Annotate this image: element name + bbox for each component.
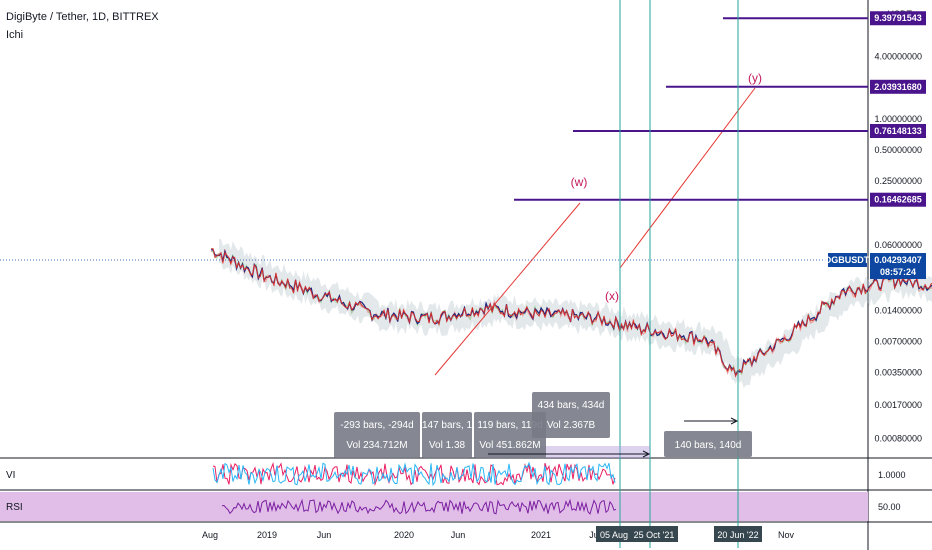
measure-bars-label: 140 bars, 140d (675, 440, 742, 451)
time-tick: Ju (589, 530, 599, 540)
measure-vol-label: Vol 2.367B (547, 420, 596, 431)
symbol-tag (828, 253, 867, 268)
rsi-line (221, 498, 617, 515)
price-axis[interactable]: USDT16.000000004.000000001.000000000.500… (825, 0, 926, 444)
price-tag (870, 79, 926, 94)
vi-line (212, 461, 616, 487)
wave-labels: (w) (x) (y) (571, 71, 762, 303)
price-tag-value: 2.03931680 (874, 82, 922, 92)
time-tick: Jun (451, 530, 466, 540)
price-line (211, 249, 932, 377)
price-tag-value: 0.76148133 (874, 126, 922, 136)
time-tag (630, 526, 678, 542)
current-price-tag (870, 253, 926, 280)
price-tag-value: 0.16462685 (874, 195, 922, 205)
price-tag-value: 9.39791543 (874, 13, 922, 23)
measure-box (532, 392, 610, 438)
wave-label: (y) (748, 71, 762, 85)
wave-line-w (434, 202, 581, 376)
time-tag (714, 526, 762, 542)
price-tick: 1.00000000 (874, 114, 922, 124)
time-tag-label: 20 Jun '22 (717, 530, 758, 540)
price-tick: 4.00000000 (874, 52, 922, 62)
measure-vol-label: Vol 234.712M (346, 440, 407, 451)
price-tag (870, 192, 926, 207)
wave-label: (x) (605, 289, 619, 303)
price-tick: 0.00170000 (874, 400, 922, 410)
price-tick: 0.25000000 (874, 176, 922, 186)
symbol-tag-label: DGBUSDT (825, 255, 870, 265)
measure-bars-label: 147 bars, 1 (422, 420, 472, 431)
time-tag-label: 25 Oct '21 (634, 530, 675, 540)
cloud-area (219, 239, 932, 388)
time-tag (596, 526, 632, 542)
rsi-pane: RSI 50.00 (6, 498, 901, 515)
time-tick: 2021 (531, 530, 551, 540)
price-series (210, 248, 932, 378)
price-tick: 0.00700000 (874, 336, 922, 346)
indicator-label: Ichi (6, 29, 23, 41)
arrow-head (642, 450, 651, 458)
base-line (210, 248, 932, 376)
price-tick: 0.00350000 (874, 367, 922, 377)
measure-bars-label: 119 bars, 119d (477, 420, 542, 431)
horizontal-levels[interactable] (0, 17, 868, 261)
measure-box (474, 412, 546, 458)
rsi-band (0, 492, 868, 521)
measure-vol-label: Vol 1.38 (429, 440, 466, 451)
time-tick: 2019 (257, 530, 277, 540)
ichimoku-cloud (219, 239, 932, 388)
arrow-head (730, 417, 739, 425)
rsi-tick: 50.00 (878, 502, 901, 512)
rsi-label: RSI (6, 502, 23, 513)
wave-projection-line[interactable] (434, 87, 756, 376)
time-tick: Jun (317, 530, 332, 540)
vertical-time-lines[interactable] (619, 0, 739, 548)
measure-box (664, 431, 752, 457)
wave-label: (w) (571, 175, 588, 189)
vi-pane: VI 1.0000 (6, 461, 906, 487)
countdown: 08:57:24 (880, 267, 916, 277)
vi-label: VI (6, 470, 15, 481)
price-tick: 0.01400000 (874, 305, 922, 315)
time-tick: Nov (778, 530, 795, 540)
price-tick: 0.50000000 (874, 145, 922, 155)
price-tag (870, 123, 926, 138)
time-tick: 2020 (394, 530, 414, 540)
price-tag (870, 11, 926, 26)
current-price-value: 0.04293407 (874, 255, 922, 265)
measure-boxes[interactable]: -293 bars, -294d Vol 234.712M 147 bars, 1 V… (334, 392, 752, 458)
wave-line-y (619, 87, 756, 269)
price-tick: 0.00080000 (874, 434, 922, 444)
vi-tick: 1.0000 (878, 470, 906, 480)
price-line-red (211, 248, 932, 378)
chart-title: DigiByte / Tether, 1D, BITTREX (6, 11, 159, 23)
measure-bars-label: 434 bars, 434d (538, 400, 605, 411)
price-tick: 0.06000000 (874, 240, 922, 250)
measure-box (422, 412, 472, 458)
measure-bars-label: -293 bars, -294d (340, 420, 413, 431)
time-tag-label: 05 Aug (600, 530, 628, 540)
time-tick: Aug (202, 530, 218, 540)
measure-box (334, 412, 420, 458)
measure-vol-label: Vol 451.862M (479, 440, 540, 451)
